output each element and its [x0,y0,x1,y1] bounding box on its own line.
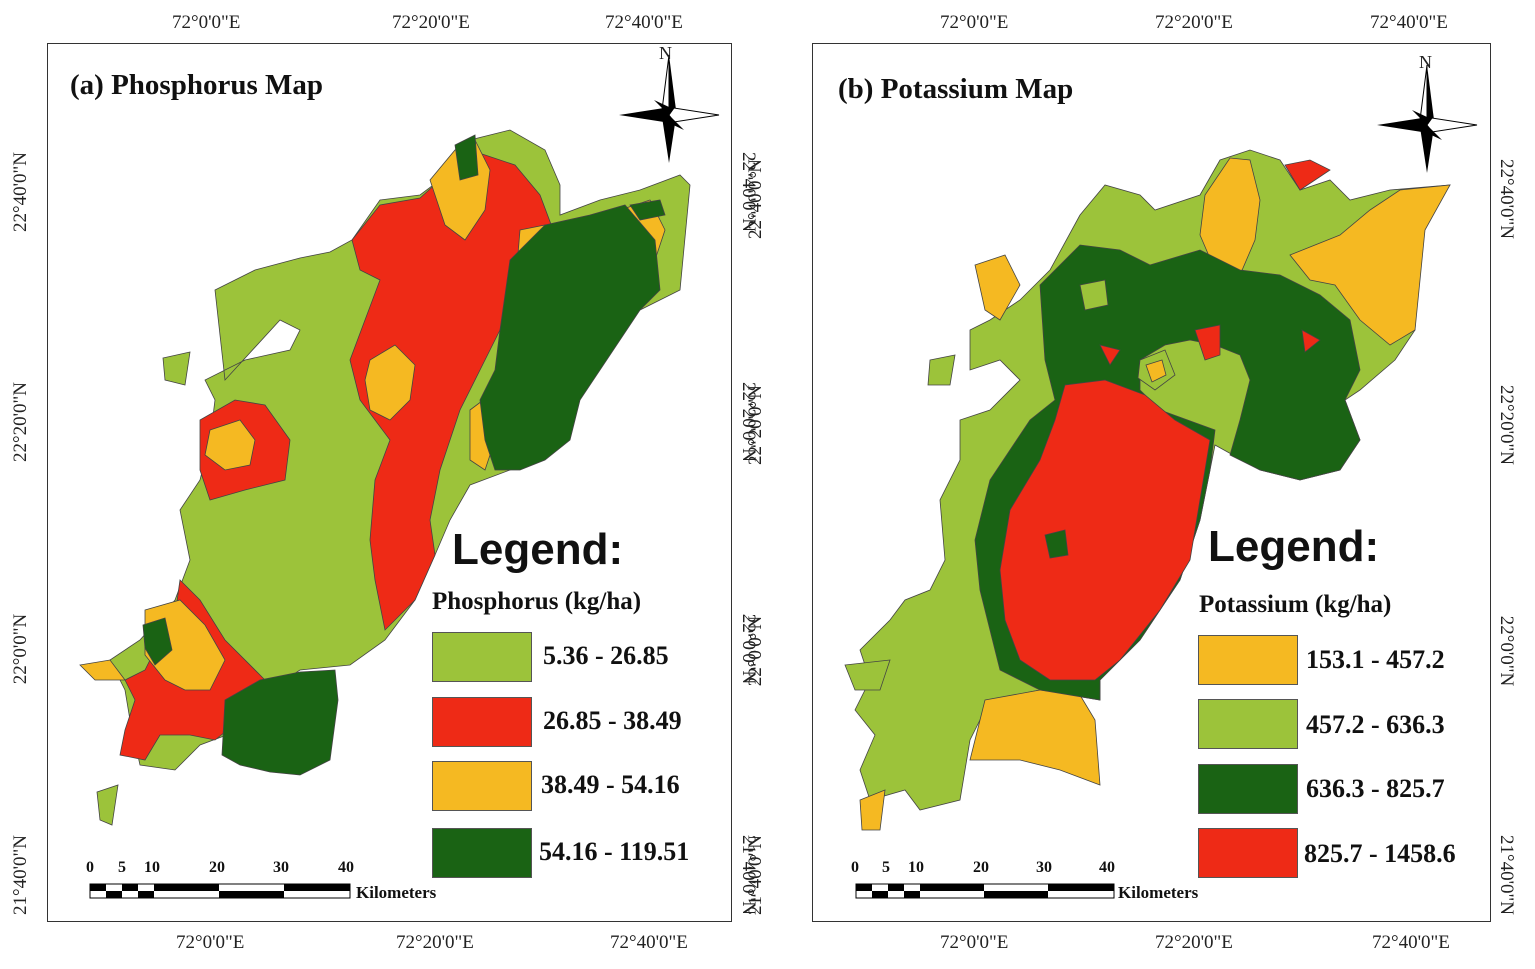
map-region-high [999,379,1211,681]
x-tick-top: 72°40'0"E [605,12,683,33]
scalebar-tick: 10 [144,859,160,876]
map-region-mid-high [1044,529,1069,559]
map-region-veryhigh [479,204,661,471]
legend-swatch [1198,828,1298,878]
scalebar [89,883,351,899]
scalebar-tick: 20 [209,859,225,876]
legend-subtitle: Phosphorus (kg/ha) [432,588,642,615]
map-region-high [79,659,126,681]
map-region-high [204,419,256,471]
legend-label: 38.49 - 54.16 [541,770,680,799]
map-region-low [859,789,886,831]
scalebar-unit: Kilometers [356,883,437,902]
x-tick-bottom: 72°40'0"E [610,932,688,953]
scalebar-tick: 30 [1036,859,1052,876]
x-tick-top: 72°20'0"E [392,12,470,33]
scalebar-tick: 5 [882,859,890,876]
map-title: (a) Phosphorus Map [70,69,323,101]
map-region-veryhigh [142,617,173,666]
map-region-low [1199,157,1261,276]
map-region-mid-low [1079,279,1109,311]
legend-label: 54.16 - 119.51 [539,837,690,866]
map-region-low [162,351,191,386]
scalebar-tick: 40 [338,859,354,876]
north-label: N [659,43,672,63]
map-region-low [96,784,119,826]
map-region-high [1301,329,1321,353]
scalebar-tick: 40 [1099,859,1115,876]
map-region-high [1194,324,1221,361]
legend-swatch [432,828,532,878]
legend-swatch [1198,764,1298,814]
legend-swatch [432,632,532,682]
legend-swatch [1198,635,1298,685]
x-tick-top: 72°40'0"E [1370,12,1448,33]
map-region-high [1099,344,1121,366]
map-region-mid-low [844,659,891,691]
scalebar-tick: 10 [908,859,924,876]
x-tick-bottom: 72°40'0"E [1372,932,1450,953]
map-region-veryhigh [221,669,339,776]
north-arrow-icon [619,54,720,163]
scalebar-tick: 20 [973,859,989,876]
map-title: (b) Potassium Map [838,73,1074,105]
map-region-low [969,689,1101,786]
north-arrow-icon [1377,64,1478,173]
legend-swatch [432,761,532,811]
map-region-high [364,344,416,421]
legend-label: 26.85 - 38.49 [543,706,682,735]
map-region-high [1284,159,1331,191]
legend-swatch [1198,699,1298,749]
legend-heading: Legend: [1208,522,1380,571]
scalebar-tick: 0 [851,859,859,876]
x-tick-top: 72°0'0"E [172,12,241,33]
scalebar-unit: Kilometers [1118,883,1199,902]
legend-swatch [432,697,532,747]
legend-heading: Legend: [452,525,624,574]
x-tick-bottom: 72°0'0"E [940,932,1009,953]
x-tick-bottom: 72°20'0"E [1155,932,1233,953]
x-tick-top: 72°20'0"E [1155,12,1233,33]
legend-label: 153.1 - 457.2 [1306,645,1445,674]
legend-label: 825.7 - 1458.6 [1304,839,1456,868]
x-tick-bottom: 72°0'0"E [176,932,245,953]
legend-label: 457.2 - 636.3 [1306,710,1445,739]
scalebar-tick: 5 [118,859,126,876]
scalebar-tick: 0 [86,859,94,876]
legend-label: 636.3 - 825.7 [1306,774,1445,803]
map-region-mid-low [927,354,956,386]
scalebar [855,883,1115,899]
x-tick-bottom: 72°20'0"E [396,932,474,953]
map-region-veryhigh [629,199,666,221]
map-region-mid [349,149,556,631]
scalebar-tick: 30 [273,859,289,876]
legend-label: 5.36 - 26.85 [543,641,669,670]
map-region-low [1289,184,1451,346]
x-tick-top: 72°0'0"E [940,12,1009,33]
legend-subtitle: Potassium (kg/ha) [1199,591,1392,618]
map-region-low [1145,359,1167,383]
map-region-low [974,254,1021,321]
north-label: N [1419,52,1432,72]
map-region-veryhigh [454,134,479,181]
